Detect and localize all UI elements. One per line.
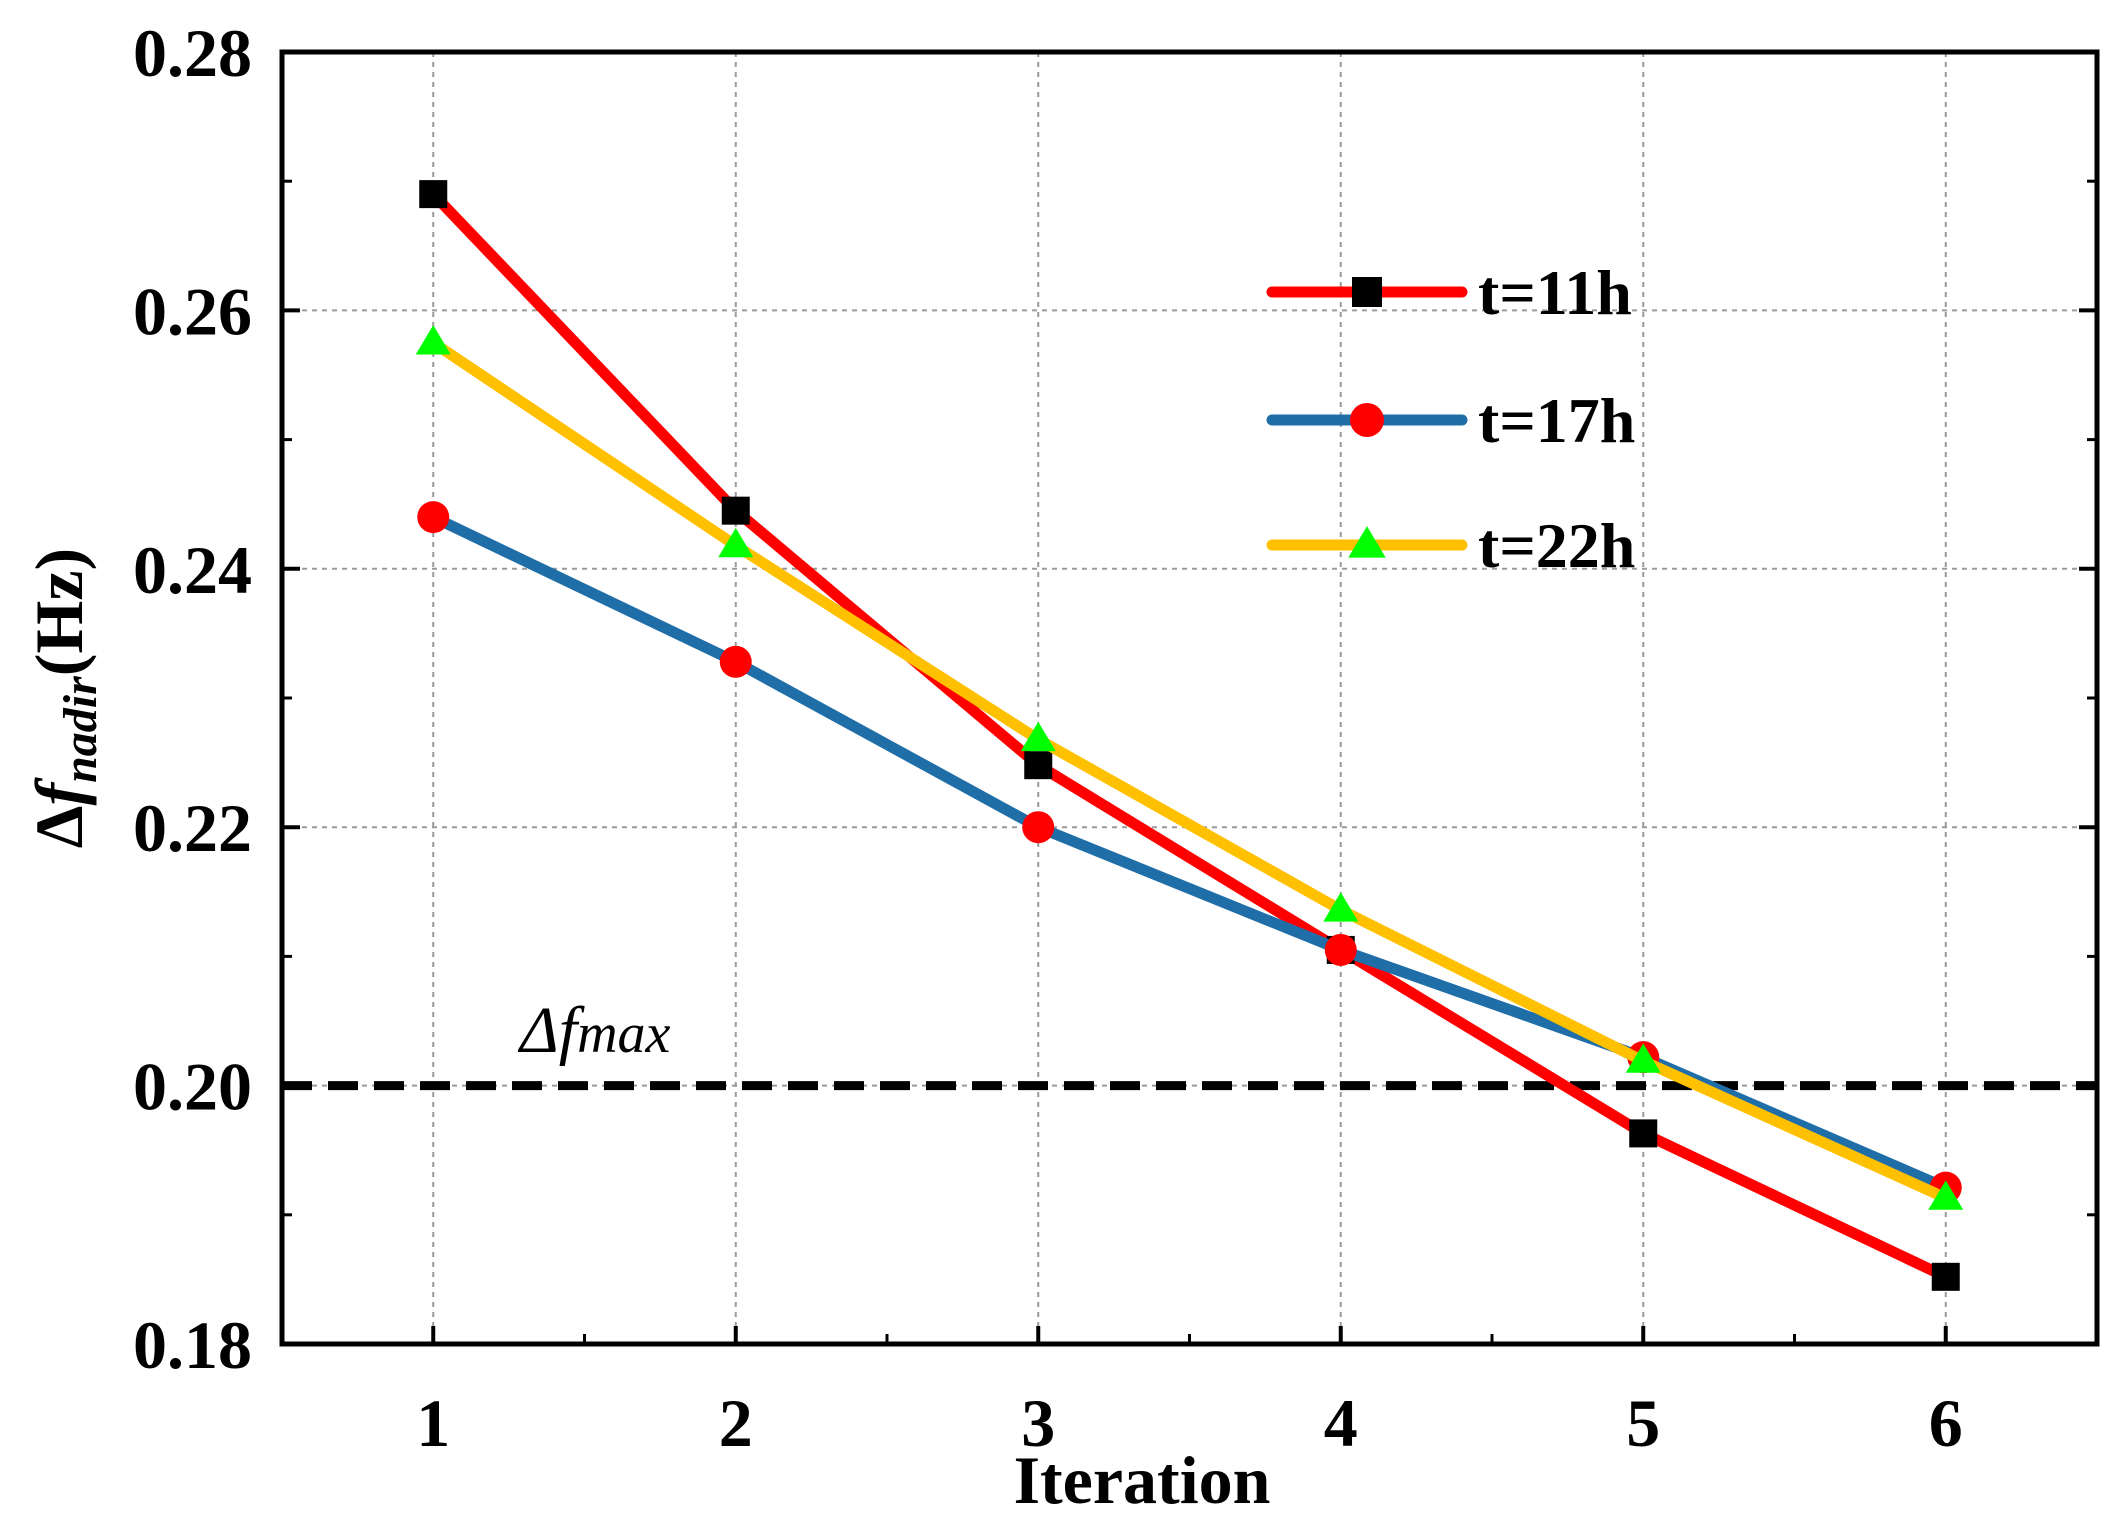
legend-item: t=11h (1266, 257, 1632, 328)
x-tick-label: 6 (1929, 1385, 1963, 1461)
y-tick-label: 0.20 (133, 1049, 252, 1125)
data-point-circle (719, 645, 752, 678)
y-tick-label: 0.24 (133, 532, 252, 608)
data-point-triangle (1625, 1043, 1661, 1073)
legend-item: t=22h (1266, 510, 1635, 581)
y-tick-label: 0.26 (133, 273, 252, 349)
y-tick-label: 0.28 (133, 15, 252, 91)
x-tick-label: 1 (416, 1385, 450, 1461)
data-point-circle (1022, 811, 1055, 844)
data-point-square (1024, 751, 1053, 780)
reference-line-label: Δfmax (517, 994, 671, 1067)
x-tick-label: 2 (719, 1385, 753, 1461)
data-point-circle (1350, 403, 1384, 437)
data-point-circle (417, 501, 450, 534)
data-point-square (1629, 1119, 1658, 1148)
y-axis-title-unit: (Hz) (21, 548, 97, 676)
reference-label-prefix: Δ (517, 994, 559, 1067)
y-axis-title-sub: nadir (54, 675, 107, 783)
data-point-triangle (415, 325, 451, 355)
y-tick-label: 0.22 (133, 790, 252, 866)
plot-frame (279, 49, 2100, 1347)
legend-label: t=22h (1478, 510, 1635, 581)
y-tick-label: 0.18 (133, 1307, 252, 1383)
grid-lines (282, 52, 2097, 1344)
series-line (427, 337, 1952, 1204)
x-tick-label: 5 (1626, 1385, 1660, 1461)
axis-ticks (282, 50, 2097, 1346)
reference-label-sub: max (577, 1003, 670, 1065)
x-tick-label: 4 (1324, 1385, 1358, 1461)
series-line (427, 188, 1952, 1283)
series-lines (415, 180, 1964, 1291)
y-axis-title-prefix: Δ (21, 806, 97, 849)
y-axis-title: Δfnadir(Hz) (21, 548, 107, 848)
legend-label: t=17h (1478, 385, 1635, 456)
legend-item: t=17h (1266, 385, 1635, 456)
series-t=11h (419, 180, 1960, 1291)
tick-labels: 1 2 3 4 5 6 0.18 0.20 0.22 0.24 0.26 0.28 (133, 15, 1963, 1461)
legend-label: t=11h (1478, 257, 1632, 328)
data-point-triangle (1323, 892, 1359, 922)
x-axis-title: Iteration (1014, 1442, 1271, 1518)
x-tick-label: 3 (1021, 1385, 1055, 1461)
series-t=22h (415, 325, 1964, 1210)
data-point-square (1931, 1262, 1960, 1291)
legend: t=11h t=17h t=22h (1266, 257, 1635, 581)
data-point-circle (1324, 933, 1357, 966)
data-point-square (1352, 277, 1382, 307)
data-point-triangle (1928, 1180, 1964, 1210)
data-point-triangle (1348, 526, 1386, 558)
data-point-triangle (718, 527, 754, 558)
data-point-square (419, 180, 448, 209)
data-point-square (721, 496, 750, 525)
data-point-triangle (1020, 721, 1056, 752)
